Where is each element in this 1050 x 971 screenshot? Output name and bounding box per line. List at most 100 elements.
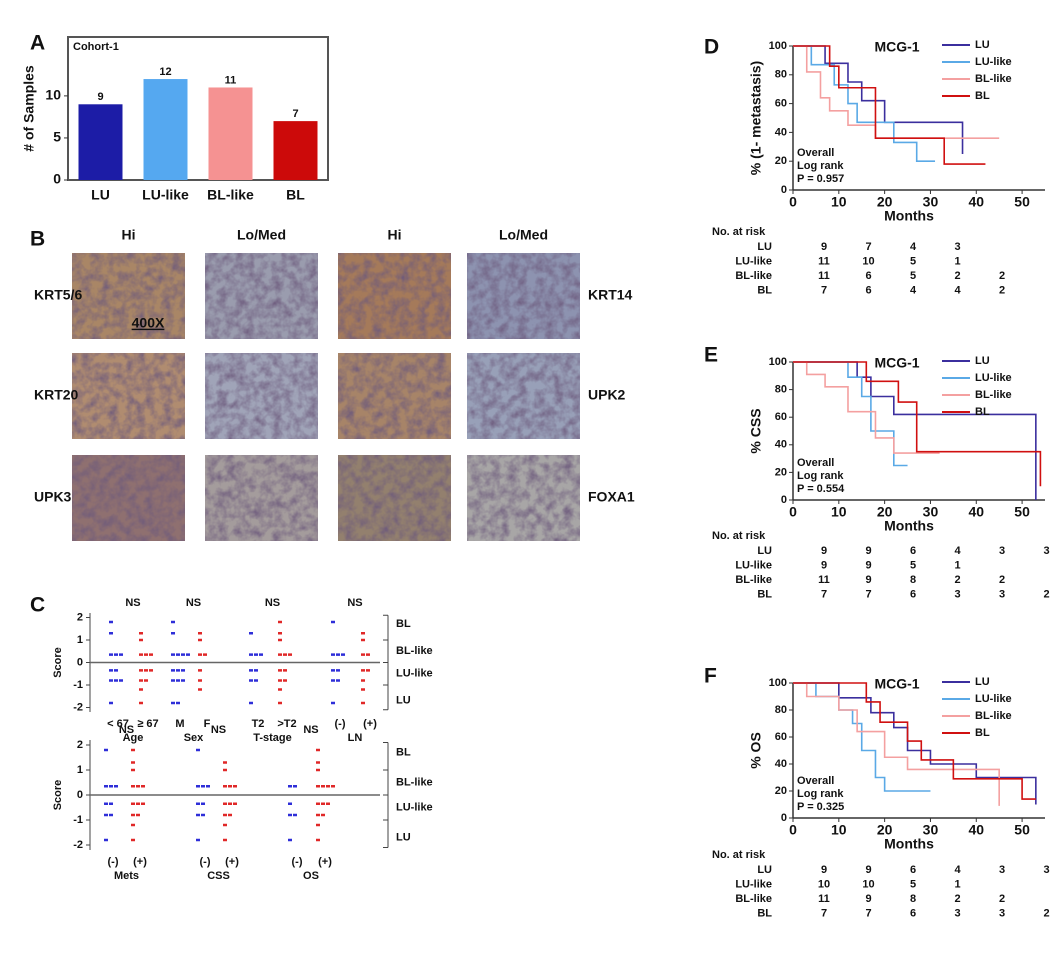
group-label: LN [348,732,363,744]
strip-label: M [175,718,184,730]
risk-count: 8 [910,893,916,905]
legend-label: LU-like [975,56,1012,68]
risk-count: 6 [865,284,871,296]
y-tick-label: -2 [73,839,83,851]
risk-row-label: LU-like [735,878,772,890]
x-tick-label: 30 [923,504,939,520]
risk-count: 9 [865,545,871,557]
bracket-label: LU-like [396,668,433,680]
risk-count: 3 [999,588,1005,600]
x-axis-label: Months [884,518,934,534]
chart-title: MCG-1 [874,355,919,371]
y-tick-label: 100 [769,356,787,368]
survival-curve [793,45,936,162]
risk-count: 3 [954,588,960,600]
y-tick-label: 0 [781,184,787,196]
row-label: KRT14 [588,287,633,303]
legend-label: BL [975,90,990,102]
x-tick-label: LU-like [142,187,189,203]
x-tick-label: BL [286,187,305,203]
risk-count: 2 [954,574,960,586]
risk-row-label: BL [757,907,772,919]
y-tick-label: 40 [775,758,787,770]
stat-annotation: Log rank [797,788,844,800]
row-label: UPK3 [34,489,72,505]
bracket-label: LU [396,695,411,707]
risk-count: 9 [865,559,871,571]
risk-count: 7 [865,588,871,600]
significance-label: NS [186,597,201,609]
bracket-label: LU-like [396,801,433,813]
risk-count: 11 [818,255,830,267]
risk-count: 3 [1043,545,1049,557]
ihc-texture [338,455,451,541]
survival-curve [793,361,1042,487]
strip-label: (-) [292,856,303,868]
x-tick-label: LU [91,187,110,203]
panel-label: A [30,32,45,55]
y-tick-label: 60 [775,731,787,743]
ihc-texture [205,253,318,339]
y-axis-label: % CSS [748,408,764,453]
bracket-label: BL-like [396,645,433,657]
ihc-texture [72,353,185,439]
survival-curve [793,361,940,454]
x-tick-label: 0 [789,504,797,520]
risk-count: 4 [910,284,917,296]
risk-count: 5 [910,270,916,282]
stat-annotation: P = 0.554 [797,483,845,495]
ihc-texture [467,253,580,339]
column-header: Hi [388,227,402,243]
group-label: T-stage [253,732,292,744]
y-tick-label: 60 [775,411,787,423]
risk-count: 9 [821,864,827,876]
y-axis-label: Score [52,647,64,678]
y-axis-label: # of Samples [21,65,37,152]
y-tick-label: 20 [775,785,787,797]
ihc-panel: B Hi Lo/Med Hi Lo/Med KRT5/6 KRT14 KRT20 UPK2 UP… [30,227,635,541]
risk-row-label: BL-like [735,574,772,586]
significance-label: NS [119,724,134,736]
group-label: CSS [207,870,230,882]
risk-table-title: No. at risk [712,849,766,861]
stat-annotation: Overall [797,775,834,787]
survival-curve [793,45,986,165]
risk-count: 2 [999,893,1005,905]
panel-label: D [704,36,719,59]
risk-count: 2 [1043,588,1049,600]
x-tick-label: 10 [831,194,847,210]
risk-count: 7 [821,284,827,296]
x-tick-label: 10 [831,504,847,520]
y-axis-label: % OS [748,732,764,769]
risk-count: 11 [818,270,830,282]
legend-label: LU [975,676,990,688]
bar [208,87,253,180]
risk-count: 4 [910,241,917,253]
panel-label: F [704,665,717,688]
bracket-label: BL-like [396,776,433,788]
risk-count: 4 [954,284,961,296]
risk-count: 7 [821,588,827,600]
y-tick-label: 20 [775,466,787,478]
significance-label: NS [347,597,362,609]
x-tick-label: 30 [923,194,939,210]
x-tick-label: 40 [968,504,984,520]
risk-count: 3 [954,241,960,253]
strip-label: (+) [225,856,239,868]
strip-label: (-) [200,856,211,868]
stat-annotation: Log rank [797,160,844,172]
risk-count: 5 [910,255,916,267]
risk-count: 9 [821,545,827,557]
risk-table-title: No. at risk [712,530,766,542]
risk-count: 7 [865,241,871,253]
significance-label: NS [265,597,280,609]
y-axis-label: % (1- metastasis) [748,61,764,175]
risk-count: 7 [821,907,827,919]
risk-count: 9 [865,574,871,586]
legend-label: BL-like [975,73,1012,85]
y-tick-label: 5 [53,129,61,145]
x-tick-label: BL-like [207,187,254,203]
value-label: 7 [292,108,298,120]
column-header: Hi [122,227,136,243]
x-axis-label: Months [884,836,934,852]
